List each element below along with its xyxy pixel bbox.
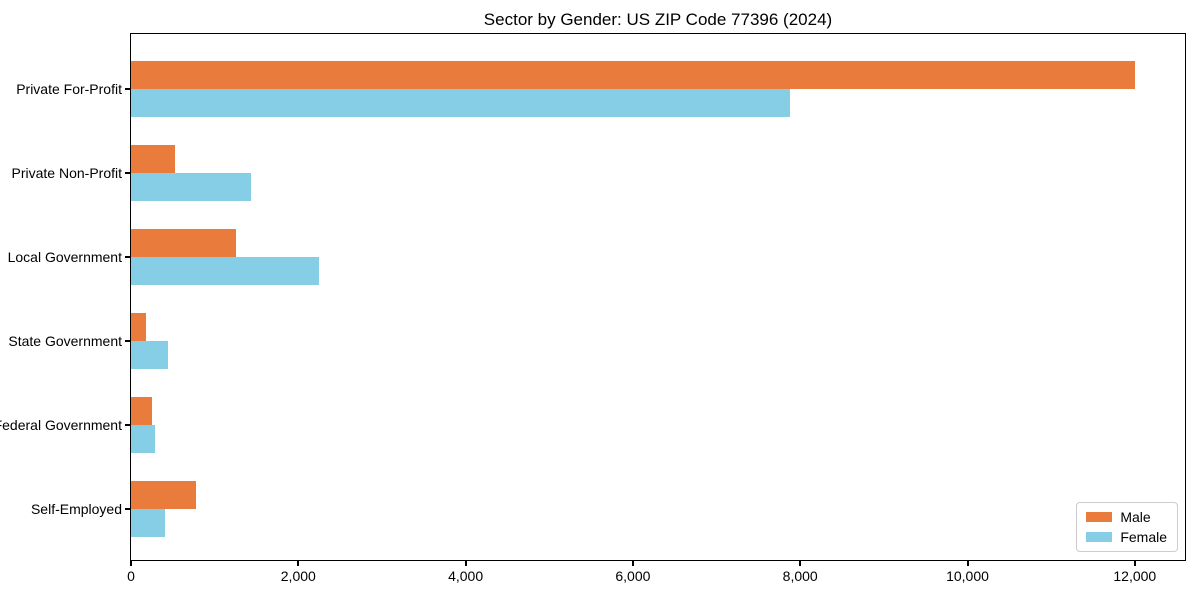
bar-male: [131, 229, 236, 257]
x-axis-tick: [1133, 560, 1136, 566]
x-axis-tick: [631, 560, 634, 566]
bar-female: [131, 89, 791, 117]
x-axis-tick: [799, 560, 802, 566]
legend-swatch-female: [1086, 532, 1113, 542]
bar-male: [131, 145, 175, 173]
y-tick-label: Local Government: [7, 249, 122, 265]
bar-female: [131, 341, 168, 369]
y-tick-label: State Government: [8, 333, 122, 349]
bar-female: [131, 425, 156, 453]
bar-male: [131, 61, 1135, 89]
y-tick-label: Self-Employed: [30, 501, 122, 517]
y-tick-label: Private Non-Profit: [11, 165, 122, 181]
x-axis-tick: [966, 560, 969, 566]
x-tick-label: 6,000: [615, 568, 651, 584]
legend-swatch-male: [1086, 512, 1113, 522]
y-axis-tick: [125, 424, 131, 426]
x-axis-tick: [464, 560, 467, 566]
legend-entry-male: Male: [1086, 510, 1167, 524]
legend: Male Female: [1076, 502, 1178, 552]
chart-title: Sector by Gender: US ZIP Code 77396 (202…: [483, 10, 833, 29]
x-tick-label: 8,000: [782, 568, 818, 584]
plot-area: Private For-Profit Private Non-Profit Loca…: [0, 33, 1186, 583]
y-axis-tick: [125, 88, 131, 90]
x-tick-label: 4,000: [448, 568, 484, 584]
x-tick-label: 0: [127, 568, 135, 584]
bar-female: [131, 173, 251, 201]
y-axis-tick: [125, 508, 131, 510]
y-axis-tick: [125, 340, 131, 342]
x-axis-tick: [297, 560, 300, 566]
bar-female: [131, 257, 320, 285]
y-tick-label: Federal Government: [0, 417, 122, 433]
bar-female: [131, 509, 165, 537]
x-tick-label: 2,000: [280, 568, 316, 584]
legend-entry-female: Female: [1086, 530, 1167, 544]
bar-male: [131, 397, 152, 425]
legend-label: Female: [1120, 529, 1167, 545]
y-axis-tick: [125, 256, 131, 258]
y-axis-tick: [125, 172, 131, 174]
y-tick-label: Private For-Profit: [16, 81, 122, 97]
bar-male: [131, 481, 197, 509]
bar-male: [131, 313, 147, 341]
x-tick-label: 10,000: [946, 568, 989, 584]
x-tick-label: 12,000: [1113, 568, 1157, 584]
legend-label: Male: [1120, 509, 1151, 525]
x-axis-tick: [130, 560, 132, 566]
